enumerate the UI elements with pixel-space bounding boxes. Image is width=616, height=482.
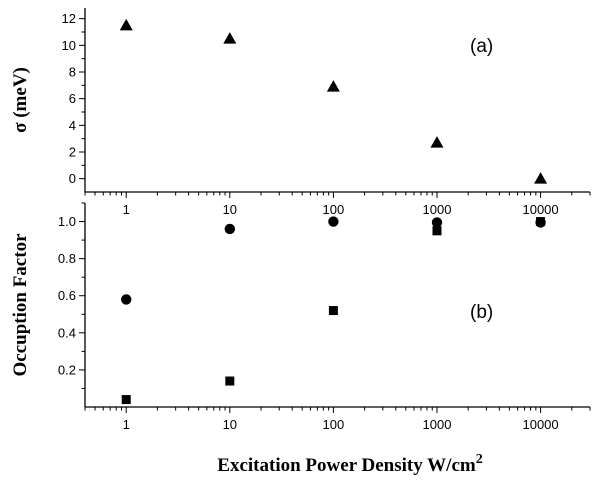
y-tick-label: 0.4 [58, 325, 76, 340]
y-axis-title: σ (meV) [10, 67, 31, 133]
y-tick-label: 0 [69, 171, 76, 186]
square-point [121, 395, 131, 405]
x-tick-label: 10 [223, 417, 237, 432]
panel-label: (a) [470, 36, 493, 57]
x-tick-label: 10000 [522, 202, 558, 217]
circle-point [121, 294, 132, 305]
x-tick-label: 10 [223, 202, 237, 217]
x-tick-label: 1 [123, 202, 130, 217]
circle-point [431, 217, 443, 228]
y-tick-label: 10 [62, 38, 76, 53]
y-axis-title: Occuption Factor [10, 233, 31, 377]
x-axis-title-text: Excitation Power Density W/cm [217, 455, 476, 476]
square-point [536, 217, 546, 227]
x-tick-label: 1 [123, 417, 130, 432]
y-tick-label: 8 [69, 65, 76, 80]
x-tick-label: 100 [323, 417, 345, 432]
triangle-point [430, 136, 444, 148]
y-tick-label: 2 [69, 145, 76, 160]
triangle-point [326, 80, 340, 92]
panel-label: (b) [470, 302, 493, 323]
panel-b: 1 10 100 1000 10000 0.2 0.4 0.6 0.8 1.0 Occuption … [10, 202, 591, 432]
panel-a: 1 10 100 1000 10000 0 2 4 6 8 10 12 σ (meV) (a) [10, 8, 591, 217]
triangle-point [534, 172, 548, 184]
x-axis-title: Excitation Power Density W/cm2 [217, 452, 482, 476]
x-tick-label: 1000 [423, 202, 452, 217]
y-tick-label: 0.6 [58, 288, 76, 303]
circle-point [224, 223, 236, 235]
y-tick-label: 6 [69, 91, 76, 106]
y-tick-label: 1.0 [58, 214, 76, 229]
triangle-point [119, 18, 133, 31]
x-axis-title-superscript: 2 [476, 452, 483, 467]
square-point [225, 376, 235, 386]
square-point [432, 226, 442, 236]
y-tick-label: 4 [69, 118, 76, 133]
x-tick-label: 1000 [423, 417, 452, 432]
y-tick-label: 0.2 [58, 362, 76, 377]
triangle-point [223, 32, 237, 44]
circle-point [328, 216, 339, 227]
square-point [328, 306, 338, 316]
x-tick-label: 10000 [522, 417, 558, 432]
y-tick-label: 0.8 [58, 251, 76, 266]
x-tick-label: 100 [323, 202, 345, 217]
y-tick-label: 12 [62, 11, 76, 26]
